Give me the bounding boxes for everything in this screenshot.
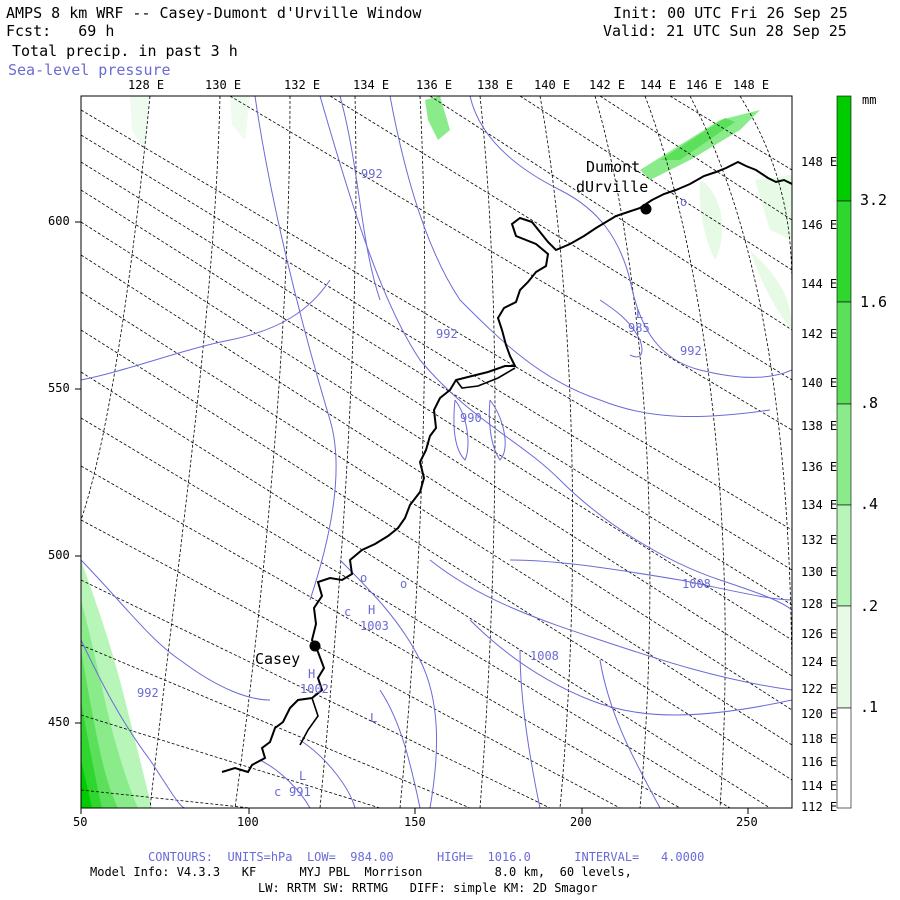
center-marker: c bbox=[344, 605, 352, 619]
colorbar-unit: mm bbox=[862, 93, 877, 107]
center-marker: c bbox=[274, 785, 282, 799]
contour-info: CONTOURS: UNITS=hPa LOW= 984.00 HIGH= 10… bbox=[148, 850, 705, 864]
plot-frame bbox=[80, 95, 793, 809]
isobar-label: 992 bbox=[680, 344, 702, 358]
map-title: AMPS 8 km WRF -- Casey-Dumont d'Urville … bbox=[6, 4, 422, 22]
top-lon-label: 138 E bbox=[477, 78, 514, 92]
y-tick-label: 600 bbox=[48, 214, 70, 228]
x-tick-label: 200 bbox=[570, 815, 592, 829]
isobar-label: 985 bbox=[628, 321, 650, 335]
right-lon-label: 122 E bbox=[801, 682, 838, 696]
init-time: Init: 00 UTC Fri 26 Sep 25 bbox=[613, 4, 848, 22]
right-lon-label: 118 E bbox=[801, 732, 838, 746]
colorbar-swatch bbox=[836, 504, 852, 607]
precip-shading bbox=[81, 96, 792, 808]
low-marker: L bbox=[299, 769, 307, 783]
coastline bbox=[299, 697, 319, 746]
low-marker: L bbox=[636, 307, 644, 321]
isobar-label: 990 bbox=[460, 411, 482, 425]
field-name: Total precip. in past 3 h bbox=[12, 42, 238, 60]
colorbar-swatch bbox=[836, 200, 852, 303]
colorbar-swatch bbox=[836, 605, 852, 709]
station-label-casey: Casey bbox=[255, 650, 301, 668]
colorbar-label: 3.2 bbox=[860, 191, 888, 209]
top-lon-label: 148 E bbox=[733, 78, 770, 92]
right-lon-label: 146 E bbox=[801, 218, 838, 232]
top-lon-label: 128 E bbox=[128, 78, 165, 92]
colorbar-label: .4 bbox=[860, 495, 879, 513]
colorbar-label: 1.6 bbox=[860, 293, 888, 311]
x-tick-label: 50 bbox=[73, 815, 88, 829]
top-lon-label: 134 E bbox=[353, 78, 390, 92]
high-marker: H bbox=[308, 667, 316, 681]
right-lon-label: 140 E bbox=[801, 376, 838, 390]
model-info: Model Info: V4.3.3 KF MYJ PBL Morrison 8… bbox=[90, 865, 632, 879]
center-marker: o bbox=[400, 577, 408, 591]
x-tick-label: 150 bbox=[404, 815, 426, 829]
x-tick-label: 100 bbox=[237, 815, 259, 829]
isobar-label: 992 bbox=[361, 167, 383, 181]
colorbar-swatch bbox=[836, 403, 852, 506]
colorbar-swatch bbox=[836, 707, 852, 809]
right-lon-label: 148 E bbox=[801, 155, 838, 169]
right-lon-label: 124 E bbox=[801, 655, 838, 669]
top-lon-label: 136 E bbox=[416, 78, 453, 92]
y-tick-label: 500 bbox=[48, 548, 70, 562]
top-lon-label: 144 E bbox=[640, 78, 677, 92]
isobar-label: 991 bbox=[289, 785, 311, 799]
forecast-hour: Fcst: 69 h bbox=[6, 22, 115, 40]
right-lon-label: 128 E bbox=[801, 597, 838, 611]
y-tick-label: 450 bbox=[48, 715, 70, 729]
top-lon-label: 142 E bbox=[589, 78, 626, 92]
right-lon-label: 132 E bbox=[801, 533, 838, 547]
top-lon-label: 140 E bbox=[534, 78, 571, 92]
right-lon-label: 130 E bbox=[801, 565, 838, 579]
y-tick-label: 550 bbox=[48, 381, 70, 395]
colorbar-swatch bbox=[836, 301, 852, 405]
top-lon-label: 146 E bbox=[686, 78, 723, 92]
isobar-label: 1008 bbox=[530, 649, 559, 663]
top-lon-label: 130 E bbox=[205, 78, 242, 92]
isobar-label: 992 bbox=[137, 686, 159, 700]
isobar-label: 1003 bbox=[360, 619, 389, 633]
center-marker: o bbox=[360, 571, 368, 585]
center-marker: o bbox=[680, 195, 688, 209]
high-marker: H bbox=[368, 603, 376, 617]
right-lon-label: 120 E bbox=[801, 707, 838, 721]
right-lon-label: 114 E bbox=[801, 779, 838, 793]
isobars bbox=[81, 96, 792, 808]
station-dot-casey bbox=[309, 640, 321, 652]
top-lon-label: 132 E bbox=[284, 78, 321, 92]
low-marker: L bbox=[370, 711, 378, 725]
station-label-dumont: Dumont bbox=[586, 158, 641, 176]
graticule bbox=[81, 96, 792, 808]
colorbar-label: .8 bbox=[860, 394, 879, 412]
right-lon-label: 138 E bbox=[801, 419, 838, 433]
colorbar bbox=[836, 95, 852, 809]
isobar-label: 1002 bbox=[300, 682, 329, 696]
x-tick-label: 250 bbox=[736, 815, 758, 829]
colorbar-label: .2 bbox=[860, 597, 879, 615]
right-lon-label: 126 E bbox=[801, 627, 838, 641]
axis-ticks bbox=[75, 221, 749, 814]
right-lon-label: 142 E bbox=[801, 327, 838, 341]
colorbar-label: .1 bbox=[860, 698, 879, 716]
right-lon-label: 134 E bbox=[801, 498, 838, 512]
right-lon-label: 144 E bbox=[801, 277, 838, 291]
right-lon-label: 116 E bbox=[801, 755, 838, 769]
right-lon-label: 112 E bbox=[801, 800, 838, 814]
colorbar-swatch bbox=[836, 95, 852, 202]
isobar-label: 992 bbox=[436, 327, 458, 341]
right-lon-label: 136 E bbox=[801, 460, 838, 474]
valid-time: Valid: 21 UTC Sun 28 Sep 25 bbox=[603, 22, 847, 40]
coastline bbox=[455, 367, 516, 389]
coastline bbox=[221, 160, 792, 774]
station-dot-dumont bbox=[640, 203, 652, 215]
station-label-dumont: dUrville bbox=[576, 178, 649, 196]
overlay-name: Sea-level pressure bbox=[8, 61, 171, 79]
physics-info: LW: RRTM SW: RRTMG DIFF: simple KM: 2D S… bbox=[258, 881, 598, 895]
isobar-label: 1008 bbox=[682, 577, 711, 591]
